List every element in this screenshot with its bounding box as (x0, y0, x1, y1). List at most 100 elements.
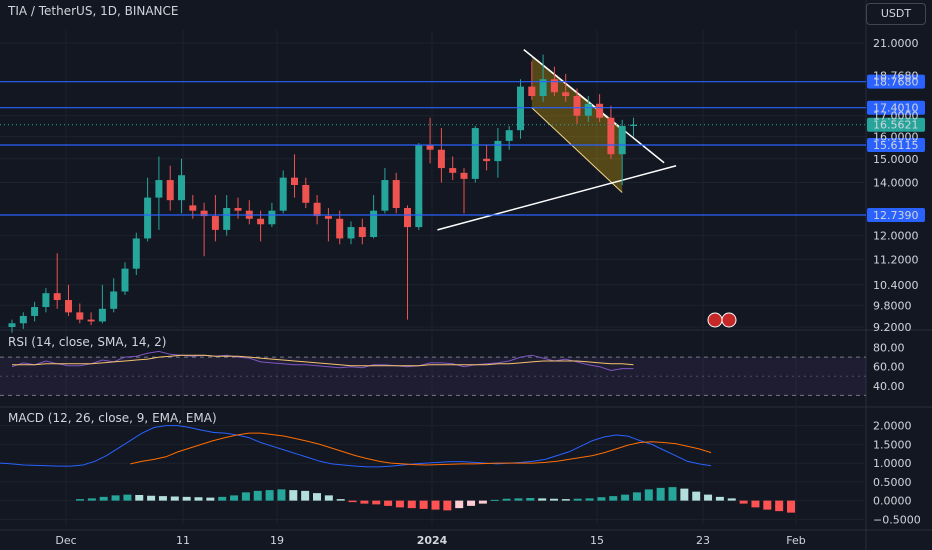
candle-body (8, 323, 16, 327)
candle-body (517, 86, 524, 131)
time-tick-label: 11 (176, 534, 190, 547)
histogram-bar (668, 487, 677, 501)
candle-body (302, 184, 310, 203)
candle-body (358, 227, 366, 238)
candle-body (607, 117, 615, 155)
candle-body (132, 238, 140, 269)
histogram-bar (585, 498, 594, 501)
candle-body (370, 210, 378, 238)
candle-body (618, 125, 626, 155)
histogram-bar (609, 496, 618, 501)
candle-body (539, 79, 547, 97)
candle-body (392, 180, 400, 209)
histogram-bar (87, 498, 96, 501)
price-axis[interactable]: 21.0000 17.0000 16.0000 15.0000 14.0000 12.00… (873, 37, 921, 526)
flag-icon[interactable] (721, 312, 737, 328)
histogram-bar (775, 500, 784, 512)
time-tick-label: 2024 (417, 534, 448, 547)
candle-body (528, 86, 536, 97)
histogram-bar (538, 498, 547, 501)
time-tick-label: 23 (696, 534, 710, 547)
histogram-bar (787, 500, 795, 513)
candle-body (144, 197, 152, 239)
candle-body (166, 180, 174, 201)
rsi-tick-label: 40.00 (873, 380, 905, 393)
histogram-bar (170, 496, 179, 501)
histogram-bar (680, 488, 689, 501)
histogram-bar (206, 497, 215, 501)
trendline (523, 49, 665, 164)
histogram-bar (621, 494, 630, 501)
last-price-tag (867, 117, 925, 132)
candle-body (42, 293, 50, 308)
histogram-bar (490, 499, 499, 501)
price-level-label: 18.7680 (873, 76, 919, 89)
support-line (437, 165, 677, 231)
candle-body (65, 300, 72, 313)
histogram-bar (265, 490, 274, 501)
histogram-bar (253, 490, 262, 501)
channel-lower (531, 107, 623, 193)
time-tick-label: 19 (270, 534, 284, 547)
candle-body (110, 291, 118, 309)
histogram-bar (182, 496, 191, 501)
histogram-bar (313, 493, 321, 501)
candle-body (223, 208, 231, 230)
rsi-ma-line (12, 354, 634, 367)
candle-body (505, 130, 513, 141)
candle-body (19, 315, 27, 324)
price-tick-label: 18.7680 (873, 70, 919, 83)
histogram-bar (158, 496, 167, 501)
macd-line (0, 425, 712, 468)
candle-body (562, 92, 570, 97)
histogram-bar (241, 492, 250, 501)
histogram-bar (455, 500, 464, 509)
macd-tick-label: 2.0000 (873, 420, 912, 433)
price-level-label: 17.4010 (873, 102, 919, 115)
histogram-bar (561, 499, 570, 501)
candle-body (336, 218, 344, 239)
time-axis[interactable]: Dec 11 19 2024 15 23 Feb (0, 529, 932, 547)
histogram-bar (739, 500, 748, 504)
candle-body (53, 293, 61, 301)
candle-body (596, 103, 604, 118)
candle-body (550, 79, 558, 93)
price-level-tag (867, 100, 925, 115)
histogram-bar (360, 500, 369, 504)
price-tick-label: 15.0000 (873, 153, 919, 166)
candle-body (178, 175, 185, 201)
macd-tick-label: 0.0000 (873, 495, 912, 508)
price-level-label: 12.7390 (873, 209, 919, 222)
histogram-bar (692, 491, 701, 501)
flag-icon[interactable] (707, 312, 723, 328)
price-level-tag (867, 208, 925, 223)
candle-body (573, 96, 581, 116)
histogram-bar (644, 489, 653, 501)
histogram-bar (467, 500, 476, 506)
currency-button[interactable]: USDT (866, 3, 926, 25)
candle-body (291, 177, 298, 185)
candle-body (347, 227, 355, 239)
histogram-bar (704, 494, 713, 501)
event-flags[interactable] (707, 312, 737, 328)
histogram-bar (502, 498, 511, 501)
price-tick-label: 9.2000 (873, 321, 912, 334)
candle-body (630, 124, 637, 126)
histogram-bar (715, 496, 724, 501)
candle-body (437, 149, 445, 169)
histogram-bar (407, 500, 416, 509)
candle-body (268, 210, 276, 225)
histogram-bar (632, 492, 641, 501)
histogram-bar (431, 500, 440, 510)
candle-body (584, 103, 592, 116)
price-levels[interactable]: 18.7680 17.4010 15.6115 12.7390 16.5621 (0, 74, 925, 223)
candle-body (415, 145, 423, 228)
macd-tick-label: 1.0000 (873, 457, 912, 470)
rsi-line (11, 350, 634, 372)
histogram-bar (443, 500, 452, 511)
histogram-bar (277, 489, 286, 501)
histogram-bar (111, 495, 120, 501)
candle-body (494, 140, 502, 162)
